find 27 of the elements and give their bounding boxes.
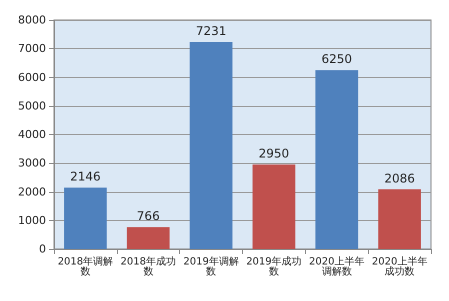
y-tick-label: 5000 bbox=[18, 99, 46, 112]
bar bbox=[190, 42, 232, 249]
bar bbox=[378, 189, 421, 249]
y-tick-label: 7000 bbox=[18, 42, 46, 56]
data-label: 7231 bbox=[196, 24, 226, 38]
bar bbox=[64, 188, 107, 249]
data-label: 2950 bbox=[258, 146, 290, 161]
x-tick-label: 2018年成功数 bbox=[120, 256, 176, 278]
bar bbox=[126, 227, 170, 249]
data-label: 2146 bbox=[70, 170, 101, 184]
y-tick-label: 8000 bbox=[18, 14, 46, 26]
bar bbox=[315, 70, 358, 249]
y-tick-label: 3000 bbox=[18, 156, 46, 170]
y-tick-label: 4000 bbox=[18, 128, 46, 141]
x-tick-label: 2019年调解数 bbox=[183, 256, 239, 278]
data-label: 6250 bbox=[321, 52, 352, 66]
data-label: 2086 bbox=[384, 171, 415, 186]
x-tick-label: 2019年成功数 bbox=[246, 256, 302, 278]
x-tick-label: 2018年调解数 bbox=[58, 256, 114, 278]
x-tick-label: 2020上半年成功数 bbox=[372, 256, 428, 278]
data-label: 766 bbox=[136, 209, 160, 224]
x-tick-label: 2020上半年调解数 bbox=[309, 256, 364, 278]
y-tick-label: 0 bbox=[39, 242, 46, 256]
y-tick-label: 1000 bbox=[18, 214, 46, 227]
bar bbox=[252, 164, 296, 249]
y-tick-label: 2000 bbox=[18, 185, 46, 198]
y-tick-label: 6000 bbox=[18, 70, 46, 84]
